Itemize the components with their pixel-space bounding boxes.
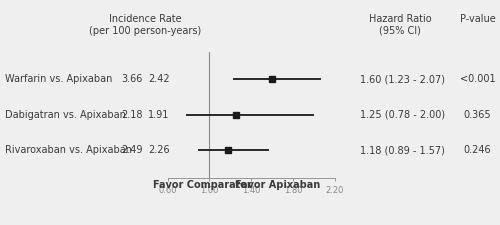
Text: Incidence Rate
(per 100 person-years): Incidence Rate (per 100 person-years)	[89, 14, 201, 36]
Text: 1.60 (1.23 - 2.07): 1.60 (1.23 - 2.07)	[360, 74, 445, 84]
Text: 0.365: 0.365	[464, 110, 491, 120]
Text: 2.26: 2.26	[148, 145, 170, 155]
Text: 2.42: 2.42	[148, 74, 170, 84]
Text: Hazard Ratio
(95% CI): Hazard Ratio (95% CI)	[368, 14, 432, 36]
Text: 1.18 (0.89 - 1.57): 1.18 (0.89 - 1.57)	[360, 145, 445, 155]
Text: Favor Apixaban: Favor Apixaban	[235, 180, 320, 190]
Text: 1.91: 1.91	[148, 110, 170, 120]
Text: 2.49: 2.49	[122, 145, 144, 155]
Text: 3.66: 3.66	[122, 74, 143, 84]
Text: 1.25 (0.78 - 2.00): 1.25 (0.78 - 2.00)	[360, 110, 445, 120]
Text: P-value: P-value	[460, 14, 496, 23]
Text: Rivaroxaban vs. Apixaban: Rivaroxaban vs. Apixaban	[5, 145, 132, 155]
Text: 0.246: 0.246	[464, 145, 491, 155]
Text: Dabigatran vs. Apixaban: Dabigatran vs. Apixaban	[5, 110, 126, 120]
Text: Warfarin vs. Apixaban: Warfarin vs. Apixaban	[5, 74, 112, 84]
Text: <0.001: <0.001	[460, 74, 496, 84]
Text: Favor Comparator: Favor Comparator	[153, 180, 252, 190]
Text: 2.18: 2.18	[122, 110, 144, 120]
